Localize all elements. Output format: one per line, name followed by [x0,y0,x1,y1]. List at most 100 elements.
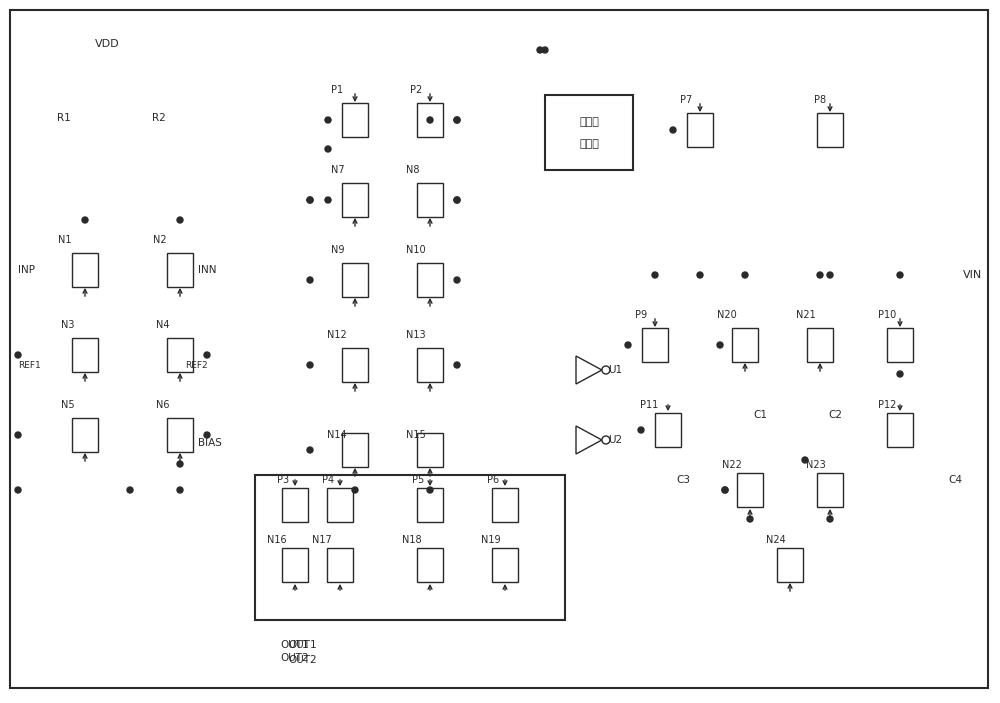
Circle shape [747,516,753,522]
Text: P9: P9 [635,310,647,320]
Text: N18: N18 [402,535,422,545]
Text: P12: P12 [878,400,896,410]
Text: N20: N20 [717,310,737,320]
Bar [342,433,368,467]
Bar [732,328,758,362]
Circle shape [204,352,210,358]
Bar [342,103,368,137]
Text: N21: N21 [796,310,816,320]
Circle shape [454,197,460,203]
Bar [342,348,368,382]
Bar [282,488,308,522]
Text: C3: C3 [676,475,690,485]
Text: N3: N3 [61,320,74,330]
Text: N17: N17 [312,535,332,545]
Text: C4: C4 [948,475,962,485]
Bar [167,253,193,287]
Text: C2: C2 [828,410,842,420]
Circle shape [15,432,21,438]
Circle shape [352,487,358,493]
Bar [807,328,833,362]
Bar [777,548,803,582]
Circle shape [827,516,833,522]
Bar [642,328,668,362]
Text: N24: N24 [766,535,786,545]
Bar [545,95,633,170]
Bar [282,548,308,582]
Circle shape [722,487,728,493]
Circle shape [542,47,548,53]
Circle shape [177,217,183,223]
Bar [72,253,98,287]
Circle shape [204,432,210,438]
Bar [417,548,443,582]
Circle shape [454,277,460,283]
Text: N12: N12 [327,330,347,340]
Circle shape [325,117,331,123]
Circle shape [307,197,313,203]
Circle shape [325,146,331,152]
Circle shape [897,371,903,377]
Circle shape [307,197,313,203]
Text: N2: N2 [153,235,167,245]
Text: N1: N1 [58,235,72,245]
Text: C1: C1 [753,410,767,420]
Circle shape [742,272,748,278]
Circle shape [454,117,460,123]
Bar [887,328,913,362]
Bar [255,475,565,620]
Text: N6: N6 [156,400,170,410]
Text: OUT1: OUT1 [280,640,309,650]
Bar [492,548,518,582]
Text: N10: N10 [406,245,426,255]
Text: OUT1: OUT1 [288,640,317,650]
Text: N23: N23 [806,460,826,470]
Text: R2: R2 [152,113,166,123]
Circle shape [717,342,723,348]
Text: REF1: REF1 [18,361,41,370]
Bar [342,263,368,297]
Circle shape [127,487,133,493]
Text: N15: N15 [406,430,426,440]
Circle shape [625,342,631,348]
Text: P5: P5 [412,475,424,485]
Text: P2: P2 [410,85,422,95]
Circle shape [177,461,183,467]
Circle shape [177,487,183,493]
Circle shape [307,362,313,368]
Text: P10: P10 [878,310,896,320]
Circle shape [670,127,676,133]
Bar [167,418,193,452]
Circle shape [652,272,658,278]
Bar [417,263,443,297]
Text: U1: U1 [608,365,622,375]
Circle shape [307,277,313,283]
Text: N5: N5 [61,400,75,410]
Text: P1: P1 [331,85,343,95]
Text: N8: N8 [406,165,420,175]
Text: N19: N19 [481,535,501,545]
Bar [417,183,443,217]
Text: P8: P8 [814,95,826,105]
Text: P11: P11 [640,400,658,410]
Circle shape [802,457,808,463]
Circle shape [897,272,903,278]
Text: N9: N9 [331,245,344,255]
Bar [327,488,353,522]
Bar [737,473,763,507]
Text: N14: N14 [327,430,347,440]
Text: VDD: VDD [95,39,120,49]
Bar [417,348,443,382]
Circle shape [325,197,331,203]
Circle shape [454,197,460,203]
Bar [167,338,193,372]
Bar [887,413,913,447]
Bar [817,473,843,507]
Circle shape [537,47,543,53]
Bar [655,413,681,447]
Bar [492,488,518,522]
Text: P6: P6 [487,475,499,485]
Text: 逻辑控: 逻辑控 [579,117,599,127]
Text: N22: N22 [722,460,742,470]
Text: VIN: VIN [963,270,982,280]
